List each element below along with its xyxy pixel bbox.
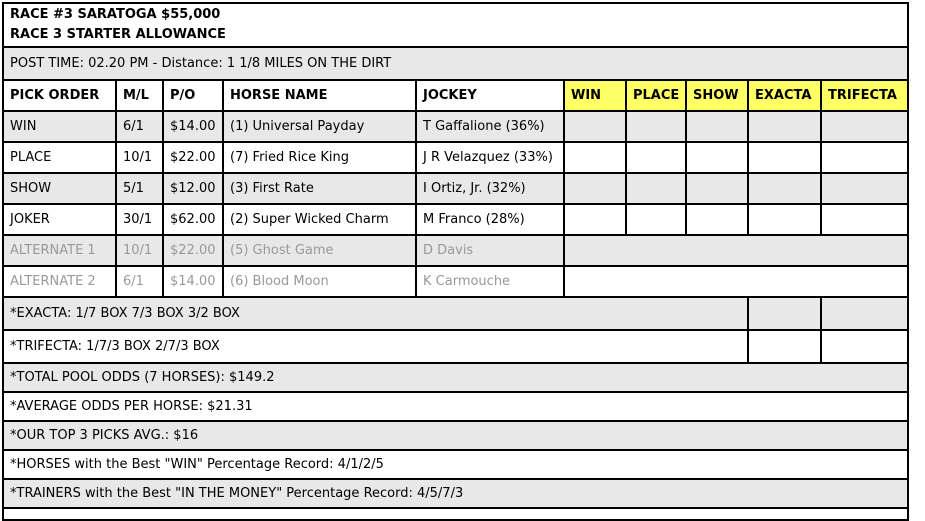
clipped-bottom-cell — [1, 507, 910, 521]
exacta-box-row: *EXACTA: 1/7 BOX 7/3 BOX 3/2 BOX — [2, 296, 910, 331]
total-pool-cell: *TOTAL POOL ODDS (7 HORSES): $149.2 — [1, 362, 910, 393]
average-odds-row: *AVERAGE ODDS PER HORSE: $21.31 — [1, 391, 910, 422]
col-header-show: SHOW — [685, 79, 749, 112]
race-title-row: RACE #3 SARATOGA $55,000 RACE 3 STARTER … — [1, 2, 910, 48]
col-header-win: WIN — [563, 79, 627, 112]
po-cell: $62.00 — [162, 203, 224, 236]
horse-name-cell: (7) Fried Rice King — [222, 141, 417, 174]
exacta-result-cell — [747, 172, 822, 205]
col-header-pick-order: PICK ORDER — [2, 79, 117, 112]
horse-name-cell: (3) First Rate — [222, 172, 417, 205]
exacta-result-cell — [747, 141, 822, 174]
post-time-row: POST TIME: 02.20 PM - Distance: 1 1/8 MI… — [1, 46, 910, 81]
pick-order-cell: SHOW — [2, 172, 117, 205]
ml-cell: 10/1 — [115, 234, 164, 267]
horse-name-cell: (2) Super Wicked Charm — [222, 203, 417, 236]
win-result-cell — [563, 203, 627, 236]
pick-order-cell: PLACE — [2, 141, 117, 174]
total-pool-row: *TOTAL POOL ODDS (7 HORSES): $149.2 — [1, 362, 910, 393]
pick-order-cell: ALTERNATE 2 — [2, 265, 117, 298]
exacta-result-cell — [747, 329, 822, 364]
ml-cell: 6/1 — [115, 110, 164, 143]
post-time-cell: POST TIME: 02.20 PM - Distance: 1 1/8 MI… — [1, 46, 910, 81]
col-header-po: P/O — [162, 79, 224, 112]
win-result-cell — [563, 141, 627, 174]
trifecta-result-cell — [819, 110, 910, 143]
po-cell: $14.00 — [162, 265, 224, 298]
alternate-row-1: ALTERNATE 1 10/1 $22.00 (5) Ghost Game D… — [2, 234, 910, 267]
trifecta-result-cell — [819, 329, 910, 364]
race-title-line2: RACE 3 STARTER ALLOWANCE — [10, 27, 226, 42]
po-cell: $12.00 — [162, 172, 224, 205]
trainers-best-itm-cell: *TRAINERS with the Best "IN THE MONEY" P… — [1, 478, 910, 509]
trainers-best-itm-row: *TRAINERS with the Best "IN THE MONEY" P… — [1, 478, 910, 509]
col-header-trifecta: TRIFECTA — [819, 79, 910, 112]
alternate-results-cell — [562, 234, 910, 267]
pick-row-place: PLACE 10/1 $22.00 (7) Fried Rice King J … — [2, 141, 910, 174]
alternate-results-cell — [562, 265, 910, 298]
pick-order-cell: WIN — [2, 110, 117, 143]
ml-cell: 6/1 — [115, 265, 164, 298]
ml-cell: 5/1 — [115, 172, 164, 205]
jockey-cell: T Gaffalione (36%) — [415, 110, 565, 143]
jockey-cell: J R Velazquez (33%) — [415, 141, 565, 174]
col-header-jockey: JOCKEY — [415, 79, 565, 112]
trifecta-box-row: *TRIFECTA: 1/7/3 BOX 2/7/3 BOX — [2, 329, 910, 364]
horses-best-win-cell: *HORSES with the Best "WIN" Percentage R… — [1, 449, 910, 480]
show-result-cell — [685, 203, 749, 236]
pick-row-show: SHOW 5/1 $12.00 (3) First Rate I Ortiz, … — [2, 172, 910, 205]
exacta-result-cell — [747, 203, 822, 236]
show-result-cell — [685, 141, 749, 174]
win-result-cell — [563, 172, 627, 205]
trifecta-result-cell — [819, 296, 910, 331]
clipped-bottom-row — [1, 507, 910, 521]
race-title-line1: RACE #3 SARATOGA $55,000 — [10, 7, 221, 22]
pick-row-win: WIN 6/1 $14.00 (1) Universal Payday T Ga… — [2, 110, 910, 143]
col-header-ml: M/L — [115, 79, 164, 112]
po-cell: $22.00 — [162, 234, 224, 267]
column-header-row: PICK ORDER M/L P/O HORSE NAME JOCKEY WIN… — [2, 79, 910, 112]
top3-avg-row: *OUR TOP 3 PICKS AVG.: $16 — [1, 420, 910, 451]
horse-name-cell: (6) Blood Moon — [222, 265, 417, 298]
show-result-cell — [685, 110, 749, 143]
exacta-result-cell — [747, 296, 822, 331]
horse-name-cell: (5) Ghost Game — [222, 234, 417, 267]
jockey-cell: D Davis — [415, 234, 565, 267]
pick-order-cell: JOKER — [2, 203, 117, 236]
average-odds-cell: *AVERAGE ODDS PER HORSE: $21.31 — [1, 391, 910, 422]
trifecta-result-cell — [819, 203, 910, 236]
jockey-cell: I Ortiz, Jr. (32%) — [415, 172, 565, 205]
place-result-cell — [625, 110, 687, 143]
pick-order-cell: ALTERNATE 1 — [2, 234, 117, 267]
horses-best-win-row: *HORSES with the Best "WIN" Percentage R… — [1, 449, 910, 480]
place-result-cell — [625, 141, 687, 174]
show-result-cell — [685, 172, 749, 205]
col-header-exacta: EXACTA — [747, 79, 822, 112]
pick-row-joker: JOKER 30/1 $62.00 (2) Super Wicked Charm… — [2, 203, 910, 236]
trifecta-result-cell — [819, 172, 910, 205]
po-cell: $22.00 — [162, 141, 224, 174]
po-cell: $14.00 — [162, 110, 224, 143]
top3-avg-cell: *OUR TOP 3 PICKS AVG.: $16 — [1, 420, 910, 451]
ml-cell: 30/1 — [115, 203, 164, 236]
trifecta-result-cell — [819, 141, 910, 174]
horse-name-cell: (1) Universal Payday — [222, 110, 417, 143]
jockey-cell: M Franco (28%) — [415, 203, 565, 236]
jockey-cell: K Carmouche — [415, 265, 565, 298]
race-picks-table: RACE #3 SARATOGA $55,000 RACE 3 STARTER … — [1, 2, 910, 521]
place-result-cell — [625, 172, 687, 205]
alternate-row-2: ALTERNATE 2 6/1 $14.00 (6) Blood Moon K … — [2, 265, 910, 298]
trifecta-box-cell: *TRIFECTA: 1/7/3 BOX 2/7/3 BOX — [2, 329, 749, 364]
place-result-cell — [625, 203, 687, 236]
col-header-place: PLACE — [625, 79, 687, 112]
exacta-result-cell — [747, 110, 822, 143]
win-result-cell — [563, 110, 627, 143]
col-header-horse-name: HORSE NAME — [222, 79, 417, 112]
ml-cell: 10/1 — [115, 141, 164, 174]
exacta-box-cell: *EXACTA: 1/7 BOX 7/3 BOX 3/2 BOX — [2, 296, 749, 331]
race-title-cell: RACE #3 SARATOGA $55,000 RACE 3 STARTER … — [1, 2, 910, 48]
